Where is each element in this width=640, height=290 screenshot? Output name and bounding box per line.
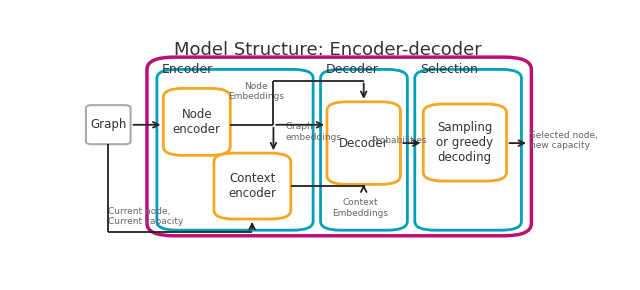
Text: Graph
embeddings: Graph embeddings xyxy=(286,122,342,142)
FancyBboxPatch shape xyxy=(163,88,230,155)
Text: Selection: Selection xyxy=(420,63,477,76)
FancyBboxPatch shape xyxy=(147,57,531,236)
FancyBboxPatch shape xyxy=(423,104,507,181)
Text: Probabilities: Probabilities xyxy=(371,136,427,145)
Text: Node
Embeddings: Node Embeddings xyxy=(228,82,284,102)
FancyBboxPatch shape xyxy=(157,69,313,230)
Text: Node
encoder: Node encoder xyxy=(173,108,221,136)
FancyBboxPatch shape xyxy=(327,102,401,184)
FancyBboxPatch shape xyxy=(86,105,131,144)
Text: Graph: Graph xyxy=(90,118,127,131)
Text: Context
encoder: Context encoder xyxy=(228,172,276,200)
Text: Context
Embeddings: Context Embeddings xyxy=(332,198,388,218)
Text: Encoder: Encoder xyxy=(162,63,213,76)
FancyBboxPatch shape xyxy=(214,153,291,219)
FancyBboxPatch shape xyxy=(321,69,407,230)
Text: Selected node,
new capacity: Selected node, new capacity xyxy=(531,131,598,150)
Text: Decoder: Decoder xyxy=(326,63,378,76)
Text: Sampling
or greedy
decoding: Sampling or greedy decoding xyxy=(436,121,493,164)
FancyBboxPatch shape xyxy=(415,69,522,230)
Text: Model Structure: Encoder-decoder: Model Structure: Encoder-decoder xyxy=(174,41,482,59)
Text: Decoder: Decoder xyxy=(339,137,388,150)
Text: Current node,
Current capacity: Current node, Current capacity xyxy=(108,207,184,226)
